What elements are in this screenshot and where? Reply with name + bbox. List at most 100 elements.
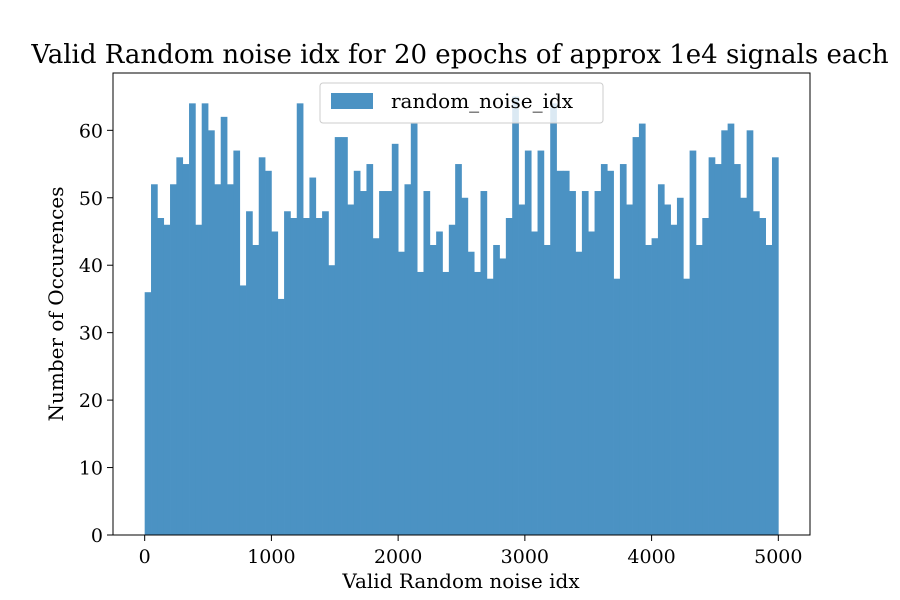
histogram-bar bbox=[689, 150, 697, 535]
histogram-bar bbox=[214, 184, 222, 535]
histogram-bar bbox=[366, 164, 374, 536]
histogram-bar bbox=[493, 244, 500, 536]
x-tick-label: 3000 bbox=[501, 546, 549, 568]
histogram-bar bbox=[721, 130, 728, 535]
legend-label: random_noise_idx bbox=[391, 89, 574, 113]
y-tick-label: 50 bbox=[79, 188, 103, 210]
histogram-bar bbox=[144, 292, 152, 535]
histogram-bar bbox=[518, 204, 526, 535]
x-axis-label: Valid Random noise idx bbox=[341, 569, 580, 593]
histogram-bar bbox=[588, 231, 595, 535]
histogram-bar bbox=[163, 224, 171, 535]
histogram-bar bbox=[537, 150, 545, 535]
histogram-bar bbox=[176, 157, 184, 535]
histogram-bar bbox=[208, 130, 215, 535]
histogram-bar bbox=[708, 157, 716, 535]
y-tick-label: 10 bbox=[79, 458, 103, 480]
histogram-bar bbox=[189, 103, 196, 535]
histogram-bar bbox=[227, 184, 234, 535]
plot-frame bbox=[112, 72, 811, 536]
histogram-bar bbox=[379, 191, 386, 535]
histogram-bar bbox=[657, 184, 665, 535]
histogram-bar bbox=[347, 204, 355, 535]
histogram-bar bbox=[448, 224, 456, 535]
histogram-bar bbox=[220, 116, 228, 535]
legend-box bbox=[319, 82, 604, 124]
y-tick-label: 30 bbox=[79, 323, 103, 345]
histogram-bar bbox=[575, 251, 583, 536]
histogram-bar bbox=[170, 184, 177, 535]
histogram-bar bbox=[619, 164, 627, 536]
histogram-bar bbox=[341, 137, 348, 535]
histogram-bar bbox=[410, 123, 418, 535]
histogram-bar bbox=[613, 278, 621, 535]
histogram-bar bbox=[752, 211, 760, 535]
histogram-bar bbox=[151, 184, 158, 535]
histogram-bar bbox=[277, 298, 285, 535]
histogram-bar bbox=[265, 170, 272, 536]
histogram-bar bbox=[322, 211, 329, 535]
histogram-bar bbox=[315, 218, 323, 535]
histogram-bar bbox=[645, 244, 652, 536]
y-tick-label: 60 bbox=[79, 120, 103, 142]
histogram-bar bbox=[759, 218, 766, 535]
histogram-bar bbox=[296, 103, 304, 535]
bars-group bbox=[144, 96, 779, 536]
histogram-bar bbox=[442, 271, 450, 535]
histogram-bar bbox=[531, 231, 538, 535]
histogram-bar bbox=[695, 244, 703, 536]
histogram-bar bbox=[746, 130, 754, 535]
histogram-bar bbox=[714, 164, 722, 536]
histogram-bar bbox=[252, 244, 260, 536]
histogram-bar bbox=[727, 123, 735, 535]
histogram-bar bbox=[360, 191, 367, 535]
histogram-bar bbox=[284, 211, 291, 535]
histogram-bar bbox=[569, 191, 576, 535]
histogram-bar bbox=[771, 157, 779, 535]
histogram-bar bbox=[423, 191, 431, 535]
histogram-bar bbox=[271, 231, 279, 535]
histogram-bar bbox=[486, 278, 494, 535]
histogram-bar bbox=[600, 164, 608, 536]
histogram-bar bbox=[480, 191, 488, 535]
histogram-bar bbox=[328, 265, 336, 535]
x-tick-label: 0 bbox=[139, 546, 151, 568]
histogram-bar bbox=[201, 103, 209, 535]
histogram-bar bbox=[676, 197, 684, 535]
histogram-bar bbox=[246, 211, 253, 535]
legend-swatch bbox=[331, 93, 373, 109]
histogram-bar bbox=[474, 271, 481, 535]
histogram-bar bbox=[556, 170, 564, 536]
histogram-bar bbox=[372, 238, 380, 536]
histogram-bar bbox=[467, 251, 475, 536]
histogram-bar bbox=[385, 191, 393, 535]
histogram-bar bbox=[258, 157, 266, 535]
histogram-bar bbox=[524, 150, 532, 535]
x-tick-label: 5000 bbox=[754, 546, 802, 568]
histogram-bar bbox=[309, 177, 317, 536]
histogram-bar bbox=[740, 197, 747, 535]
y-tick-label: 20 bbox=[79, 390, 103, 412]
histogram-bar bbox=[632, 137, 640, 535]
histogram-bar bbox=[651, 238, 659, 536]
histogram-bar bbox=[562, 170, 570, 536]
y-axis-label: Number of Occurences bbox=[44, 187, 68, 422]
legend: random_noise_idx bbox=[319, 82, 604, 124]
x-tick-label: 2000 bbox=[374, 546, 422, 568]
histogram-bar bbox=[182, 164, 190, 536]
histogram-bar bbox=[543, 244, 551, 536]
histogram-bar bbox=[733, 164, 741, 536]
histogram-bar bbox=[550, 103, 557, 535]
histogram-bar bbox=[702, 218, 709, 535]
histogram-bar bbox=[455, 164, 462, 536]
histogram-bar bbox=[391, 143, 399, 535]
histogram-bar bbox=[417, 271, 424, 535]
histogram-bar bbox=[334, 137, 342, 535]
histogram-bar bbox=[670, 224, 678, 535]
histogram-bar bbox=[638, 123, 646, 535]
x-tick-label: 4000 bbox=[627, 546, 675, 568]
histogram-bar bbox=[581, 191, 589, 535]
histogram-bar bbox=[683, 278, 690, 535]
histogram-bar bbox=[436, 231, 443, 535]
